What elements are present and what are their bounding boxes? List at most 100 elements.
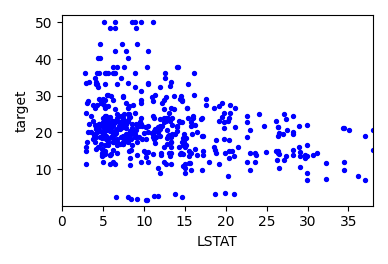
Point <box>137 120 143 124</box>
Point <box>126 163 133 167</box>
Point <box>185 82 191 86</box>
Point <box>105 116 111 120</box>
Point <box>133 135 139 139</box>
Point <box>137 120 143 125</box>
Point <box>95 128 101 132</box>
Point <box>99 150 105 155</box>
Point <box>244 160 250 164</box>
Point <box>107 161 114 166</box>
Point <box>105 140 111 144</box>
Point <box>110 124 116 128</box>
Point <box>290 153 296 157</box>
Point <box>145 82 151 86</box>
Point <box>112 120 118 124</box>
Point <box>133 122 139 126</box>
Point <box>113 119 119 123</box>
Point <box>119 135 125 139</box>
Point <box>101 103 107 107</box>
Point <box>290 148 296 152</box>
Point <box>355 174 361 178</box>
Point <box>283 154 289 158</box>
Point <box>129 20 135 25</box>
Point <box>99 120 106 124</box>
Point <box>156 171 163 176</box>
Point <box>97 135 103 139</box>
Point <box>171 94 177 98</box>
Point <box>256 112 262 116</box>
Point <box>157 126 163 131</box>
Point <box>125 112 131 116</box>
Point <box>100 116 106 120</box>
Point <box>200 134 206 138</box>
Point <box>341 160 347 164</box>
Point <box>114 150 120 155</box>
Point <box>276 131 282 135</box>
Point <box>177 97 183 101</box>
Point <box>227 103 233 107</box>
Point <box>132 132 138 136</box>
Point <box>165 116 171 121</box>
Point <box>120 122 126 126</box>
Point <box>169 123 175 127</box>
Point <box>169 116 175 120</box>
Point <box>102 71 109 75</box>
Point <box>143 125 149 129</box>
Point <box>151 129 157 133</box>
Point <box>125 140 131 144</box>
Point <box>93 80 99 84</box>
Point <box>101 132 107 136</box>
Point <box>263 150 269 154</box>
Point <box>157 84 163 89</box>
Point <box>83 145 89 149</box>
Point <box>125 195 131 199</box>
Point <box>126 156 133 160</box>
Point <box>145 130 151 134</box>
Point <box>108 94 114 98</box>
Point <box>184 106 190 110</box>
Point <box>226 116 232 120</box>
Point <box>107 115 113 119</box>
Point <box>145 81 151 85</box>
Point <box>296 165 303 169</box>
Point <box>128 132 134 136</box>
Point <box>157 134 163 138</box>
Point <box>247 151 253 155</box>
Point <box>128 148 134 152</box>
Point <box>101 135 107 139</box>
Point <box>216 104 222 109</box>
Point <box>187 161 193 165</box>
X-axis label: LSTAT: LSTAT <box>197 235 238 249</box>
Point <box>92 132 98 136</box>
Point <box>100 133 107 137</box>
Point <box>138 98 144 103</box>
Point <box>109 98 116 103</box>
Point <box>126 104 132 109</box>
Point <box>123 122 130 126</box>
Point <box>218 115 225 119</box>
Point <box>179 98 185 103</box>
Point <box>151 116 157 120</box>
Point <box>83 149 89 154</box>
Point <box>132 20 138 25</box>
Point <box>133 128 139 132</box>
Point <box>119 42 125 46</box>
Point <box>341 168 347 172</box>
Point <box>101 129 107 133</box>
Point <box>284 128 290 132</box>
Point <box>138 121 144 126</box>
Point <box>129 125 135 130</box>
Point <box>296 154 303 158</box>
Point <box>161 120 167 124</box>
Point <box>110 140 116 144</box>
Point <box>101 114 107 118</box>
Point <box>159 101 165 106</box>
Point <box>97 123 103 127</box>
Point <box>151 137 158 141</box>
Point <box>128 131 134 135</box>
Point <box>168 134 174 139</box>
Point <box>129 121 135 126</box>
Point <box>276 166 282 171</box>
Point <box>164 136 170 140</box>
Point <box>157 124 163 128</box>
Point <box>112 130 118 134</box>
